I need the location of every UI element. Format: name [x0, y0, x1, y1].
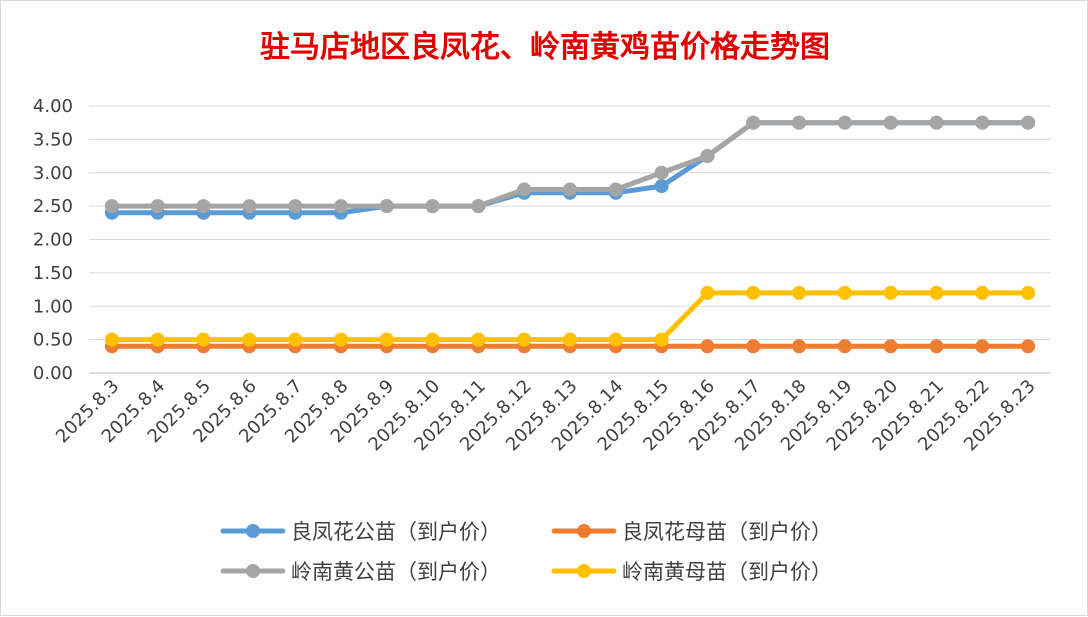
data-point — [746, 115, 761, 130]
data-point — [425, 199, 440, 214]
data-point — [379, 332, 394, 347]
data-point — [837, 115, 852, 130]
data-point — [654, 165, 669, 180]
data-point — [700, 149, 715, 164]
data-point — [654, 332, 669, 347]
data-point — [104, 332, 119, 347]
data-point — [150, 332, 165, 347]
legend-entry: 良凤花公苗（到户价） — [220, 520, 501, 544]
data-point — [1021, 115, 1036, 130]
data-point — [471, 332, 486, 347]
series-3 — [104, 115, 1036, 214]
data-point — [837, 339, 852, 354]
data-point — [1021, 339, 1036, 354]
data-point — [975, 285, 990, 300]
data-point — [883, 285, 898, 300]
data-point — [563, 332, 577, 347]
data-point — [929, 115, 944, 130]
y-tick-label: 3.50 — [33, 129, 73, 150]
y-tick-label: 0.00 — [33, 363, 73, 384]
data-point — [333, 199, 348, 214]
data-point — [150, 199, 165, 214]
data-point — [333, 332, 348, 347]
series-line — [109, 290, 1031, 343]
data-point — [792, 285, 807, 300]
y-tick-label: 1.00 — [33, 296, 73, 317]
data-point — [288, 332, 303, 347]
legend-label: 良凤花公苗（到户价） — [291, 520, 501, 544]
legend-label: 良凤花母苗（到户价） — [622, 520, 832, 544]
series-4 — [104, 285, 1036, 347]
legend-entry: 岭南黄母苗（到户价） — [551, 560, 832, 584]
data-point — [517, 182, 532, 197]
data-point — [700, 285, 715, 300]
data-point — [654, 179, 669, 194]
legend-label: 岭南黄公苗（到户价） — [291, 560, 501, 584]
y-tick-label: 1.50 — [33, 263, 73, 284]
data-point — [196, 199, 211, 214]
data-point — [563, 182, 577, 197]
data-point — [104, 199, 119, 214]
legend-entry: 岭南黄公苗（到户价） — [220, 560, 501, 584]
data-point — [242, 332, 257, 347]
legend-swatch-marker — [246, 564, 260, 578]
data-point — [288, 199, 303, 214]
data-point — [929, 339, 944, 354]
legend-swatch-marker — [577, 524, 591, 538]
data-point — [929, 285, 944, 300]
data-point — [837, 285, 852, 300]
data-point — [517, 332, 532, 347]
y-tick-label: 3.00 — [33, 163, 73, 184]
data-point — [746, 339, 761, 354]
y-tick-label: 4.00 — [33, 96, 73, 117]
data-point — [242, 199, 257, 214]
y-tick-label: 2.00 — [33, 230, 73, 251]
data-point — [792, 115, 807, 130]
data-point — [883, 115, 898, 130]
data-point — [196, 332, 211, 347]
y-tick-label: 2.50 — [33, 196, 73, 217]
data-point — [746, 285, 761, 300]
data-point — [792, 339, 807, 354]
y-axis-ticks: 0.00 0.50 1.00 1.50 2.00 2.50 3.00 3.50 4.00 — [33, 96, 73, 384]
data-point — [608, 182, 623, 197]
data-point — [608, 332, 623, 347]
data-point — [700, 339, 715, 354]
data-point — [883, 339, 898, 354]
data-point — [379, 199, 394, 214]
chart-title: 驻马店地区良凤花、岭南黄鸡苗价格走势图 — [260, 30, 830, 65]
legend: 良凤花公苗（到户价） 良凤花母苗（到户价） 岭南黄公苗（到户价） 岭南黄母苗（到户价） — [220, 520, 832, 584]
legend-entry: 良凤花母苗（到户价） — [551, 520, 832, 544]
data-point — [425, 332, 440, 347]
legend-swatch-marker — [246, 524, 260, 538]
data-point — [1021, 285, 1036, 300]
legend-swatch-marker — [577, 564, 591, 578]
legend-label: 岭南黄母苗（到户价） — [622, 560, 832, 584]
data-point — [975, 115, 990, 130]
series-lines — [104, 115, 1036, 354]
data-point — [471, 199, 486, 214]
x-axis-ticks: 2025.8.32025.8.42025.8.52025.8.62025.8.7… — [52, 376, 1040, 456]
data-point — [975, 339, 990, 354]
y-tick-label: 0.50 — [33, 330, 73, 351]
